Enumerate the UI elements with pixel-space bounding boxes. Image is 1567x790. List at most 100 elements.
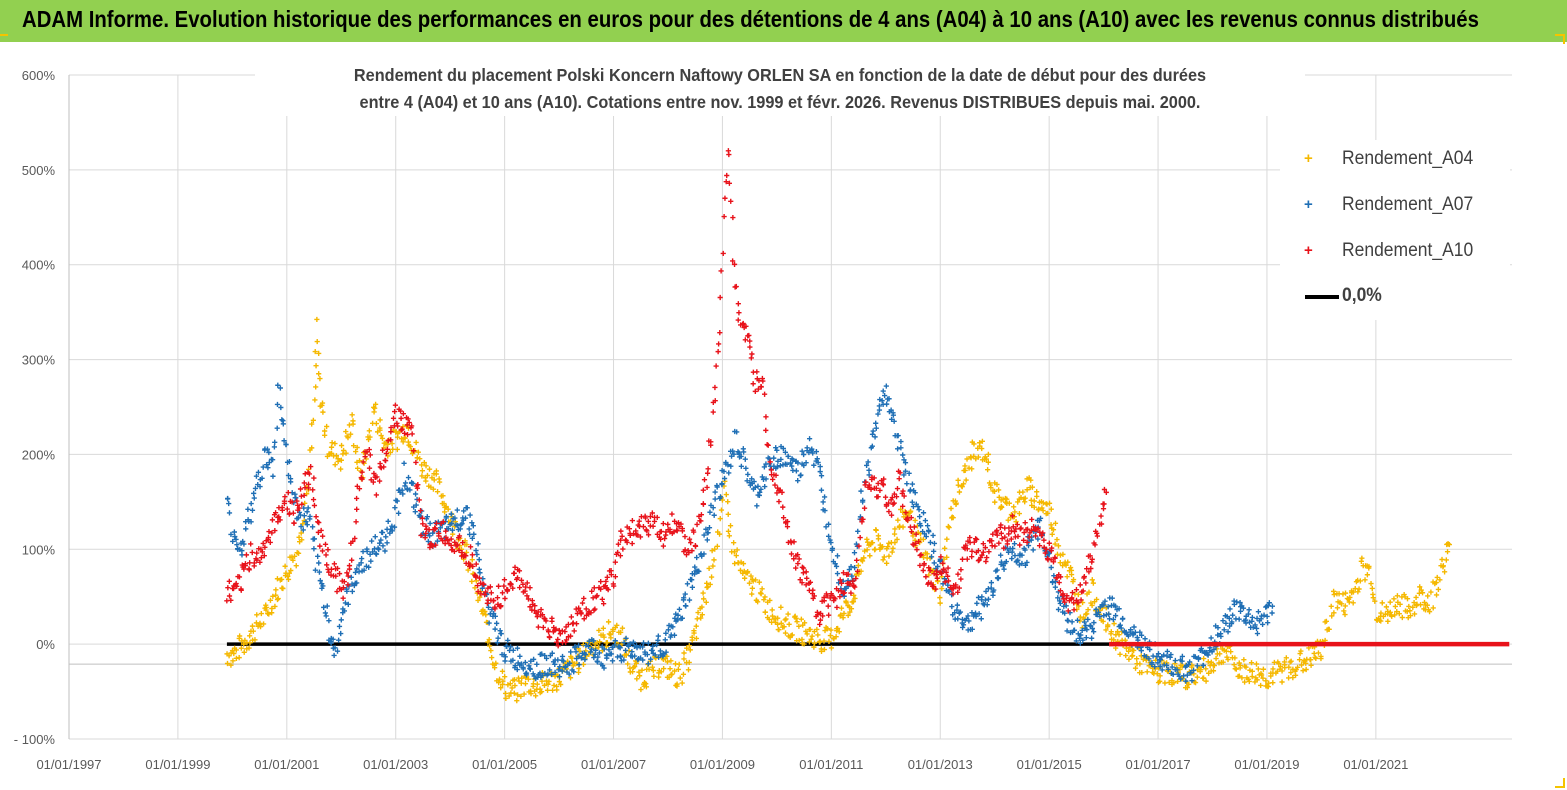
marker-rendement-a04 — [912, 537, 918, 543]
marker-rendement-a04 — [518, 693, 524, 699]
marker-rendement-a07 — [921, 531, 928, 537]
marker-rendement-a04 — [492, 665, 498, 671]
marker-rendement-a07 — [662, 637, 668, 643]
marker-rendement-a10 — [1078, 597, 1084, 603]
marker-rendement-a07 — [922, 517, 928, 524]
marker-rendement-a10 — [301, 492, 307, 499]
marker-rendement-a04 — [959, 484, 965, 490]
marker-rendement-a04 — [1341, 608, 1347, 614]
marker-rendement-a04 — [956, 489, 963, 495]
marker-rendement-a07 — [945, 582, 951, 588]
marker-rendement-a04 — [778, 604, 784, 610]
marker-rendement-a07 — [286, 458, 293, 465]
marker-rendement-a07 — [1015, 557, 1021, 563]
marker-rendement-a10 — [455, 542, 461, 548]
marker-rendement-a04 — [769, 607, 775, 613]
marker-rendement-a10 — [624, 539, 630, 546]
marker-rendement-a10 — [473, 561, 479, 567]
marker-rendement-a07 — [248, 500, 254, 507]
marker-rendement-a10 — [310, 496, 317, 503]
marker-rendement-a04 — [1134, 656, 1140, 662]
marker-rendement-a10 — [642, 515, 649, 521]
marker-rendement-a10 — [388, 429, 394, 435]
marker-rendement-a10 — [700, 487, 706, 493]
marker-rendement-a04 — [230, 658, 236, 664]
marker-rendement-a07 — [592, 651, 598, 657]
marker-rendement-a04 — [1323, 618, 1329, 624]
marker-rendement-a04 — [840, 615, 846, 621]
marker-rendement-a04 — [346, 422, 353, 428]
marker-rendement-a04 — [727, 523, 734, 529]
marker-rendement-a04 — [946, 524, 952, 531]
marker-rendement-a10 — [383, 450, 389, 457]
marker-rendement-a10 — [608, 568, 614, 574]
marker-rendement-a07 — [609, 658, 616, 664]
marker-rendement-a07 — [1265, 620, 1271, 626]
marker-rendement-a10 — [301, 480, 307, 486]
marker-rendement-a07 — [1179, 653, 1185, 659]
x-tick-label: 01/01/2011 — [799, 757, 863, 772]
marker-rendement-a10 — [779, 489, 785, 495]
marker-rendement-a10 — [1029, 516, 1035, 523]
marker-rendement-a07 — [407, 487, 413, 493]
marker-rendement-a07 — [1192, 654, 1198, 660]
marker-rendement-a07 — [1079, 627, 1085, 633]
marker-rendement-a04 — [1233, 666, 1239, 672]
marker-rendement-a07 — [1116, 606, 1122, 612]
marker-rendement-a07 — [742, 456, 748, 462]
marker-rendement-a04 — [1426, 609, 1433, 615]
marker-rendement-a04 — [469, 557, 475, 563]
marker-rendement-a07 — [627, 641, 633, 647]
marker-rendement-a04 — [701, 596, 707, 602]
marker-rendement-a07 — [298, 523, 304, 530]
marker-rendement-a04 — [1296, 657, 1303, 663]
marker-rendement-a07 — [927, 539, 934, 546]
marker-rendement-a07 — [813, 448, 820, 455]
marker-rendement-a04 — [1024, 487, 1030, 493]
marker-rendement-a07 — [572, 644, 578, 650]
marker-rendement-a07 — [1019, 552, 1025, 558]
marker-rendement-a10 — [803, 569, 809, 575]
marker-rendement-a07 — [654, 642, 660, 648]
marker-rendement-a04 — [700, 590, 706, 596]
marker-rendement-a10 — [1018, 525, 1024, 531]
marker-rendement-a04 — [821, 646, 828, 653]
marker-rendement-a07 — [526, 663, 532, 669]
marker-rendement-a07 — [1084, 627, 1090, 633]
marker-rendement-a04 — [891, 531, 898, 537]
marker-rendement-a10 — [1069, 589, 1076, 596]
marker-rendement-a10 — [615, 549, 621, 556]
marker-rendement-a10 — [847, 581, 853, 587]
marker-rendement-a10 — [599, 596, 605, 602]
marker-rendement-a04 — [855, 562, 861, 569]
marker-rendement-a04 — [441, 500, 447, 507]
marker-rendement-a07 — [452, 515, 458, 521]
marker-rendement-a10 — [891, 500, 897, 506]
marker-rendement-a04 — [600, 625, 606, 631]
marker-rendement-a10 — [788, 540, 794, 546]
marker-rendement-a04 — [273, 587, 279, 593]
marker-rendement-a07 — [1052, 578, 1058, 585]
marker-rendement-a10 — [538, 606, 544, 613]
marker-rendement-a04 — [766, 616, 772, 623]
marker-rendement-a10 — [262, 544, 268, 550]
marker-rendement-a07 — [283, 441, 289, 447]
marker-rendement-a10 — [838, 580, 845, 586]
marker-rendement-a10 — [911, 524, 917, 530]
marker-rendement-a04 — [824, 626, 830, 632]
marker-rendement-a07 — [251, 490, 257, 496]
marker-rendement-a07 — [476, 557, 482, 563]
marker-rendement-a04 — [1040, 507, 1046, 514]
marker-rendement-a10 — [478, 591, 484, 597]
marker-rendement-a07 — [582, 652, 588, 658]
marker-rendement-a10 — [279, 507, 285, 513]
marker-rendement-a04 — [464, 541, 470, 548]
marker-rendement-a04 — [596, 627, 602, 634]
marker-rendement-a04 — [1132, 665, 1139, 671]
grid-lines — [68, 74, 1512, 740]
marker-rendement-a07 — [1204, 651, 1210, 657]
marker-rendement-a07 — [1083, 623, 1089, 629]
marker-rendement-a07 — [1112, 603, 1119, 609]
marker-rendement-a04 — [714, 543, 720, 549]
marker-rendement-a07 — [789, 463, 795, 469]
